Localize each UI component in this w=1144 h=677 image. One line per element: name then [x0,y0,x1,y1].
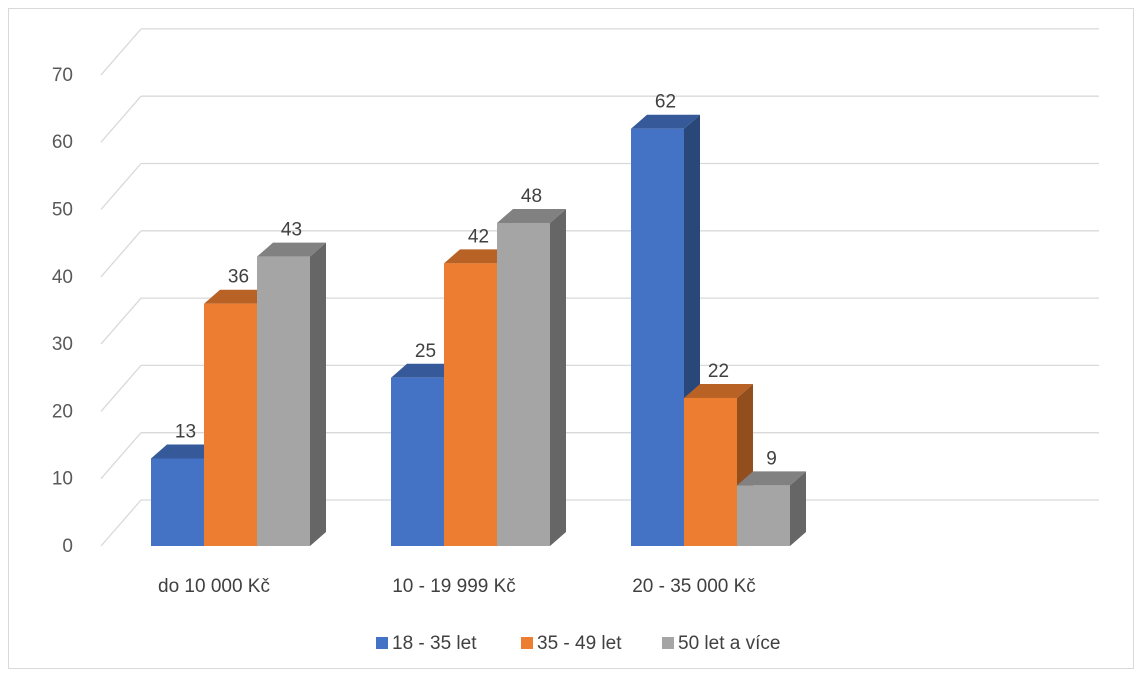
legend-item: 18 - 35 let [376,633,477,654]
y-tick-label: 70 [52,65,73,86]
bar-chart: 0 10 20 30 40 50 60 70 13 36 43 25 42 48 62 22 9 do 10 … [52,28,1099,654]
x-category-label: 20 - 35 000 Kč [632,576,756,597]
gridline-diagonal [100,432,142,480]
gridline-diagonal [100,230,142,278]
gridline-diagonal [100,95,142,143]
gridline-diagonal [100,297,142,345]
y-axis-ticks: 0 10 20 30 40 50 60 70 [52,65,73,557]
x-category-label: do 10 000 Kč [158,576,270,597]
data-label: 9 [766,448,777,469]
chart-area: 0 10 20 30 40 50 60 70 13 36 43 25 42 48 62 22 9 do 10 … [8,8,1134,669]
data-label: 22 [708,361,729,382]
y-tick-label: 40 [52,267,73,288]
x-category-label: 10 - 19 999 Kč [392,576,516,597]
bars [151,114,806,547]
legend-label: 35 - 49 let [537,633,622,654]
legend-label: 18 - 35 let [392,633,477,654]
gridline-diagonal [100,499,142,547]
data-label: 13 [175,422,196,443]
legend-swatch [662,637,674,649]
y-tick-label: 0 [62,536,73,557]
bar [737,471,806,546]
data-label: 42 [468,226,489,247]
legend-item: 50 let a více [662,633,780,654]
data-label: 43 [281,220,302,241]
legend-swatch [521,637,533,649]
data-label: 48 [521,186,542,207]
data-label: 36 [228,267,249,288]
data-labels: 13 36 43 25 42 48 62 22 9 [175,92,777,470]
legend-item: 35 - 49 let [521,633,622,654]
data-label: 62 [655,92,676,113]
bar [497,208,566,546]
legend-label: 50 let a více [678,633,780,654]
y-tick-label: 20 [52,401,73,422]
y-tick-label: 50 [52,200,73,221]
y-tick-label: 10 [52,469,73,490]
data-label: 25 [415,341,436,362]
gridline-diagonal [100,364,142,412]
legend: 18 - 35 let 35 - 49 let 50 let a více [376,633,780,654]
x-axis-categories: do 10 000 Kč 10 - 19 999 Kč 20 - 35 000 Kč [158,576,756,597]
y-tick-label: 60 [52,132,73,153]
gridline-diagonal [100,28,142,76]
bar [257,242,326,547]
y-tick-label: 30 [52,334,73,355]
gridline-diagonal [100,163,142,210]
legend-swatch [376,637,388,649]
